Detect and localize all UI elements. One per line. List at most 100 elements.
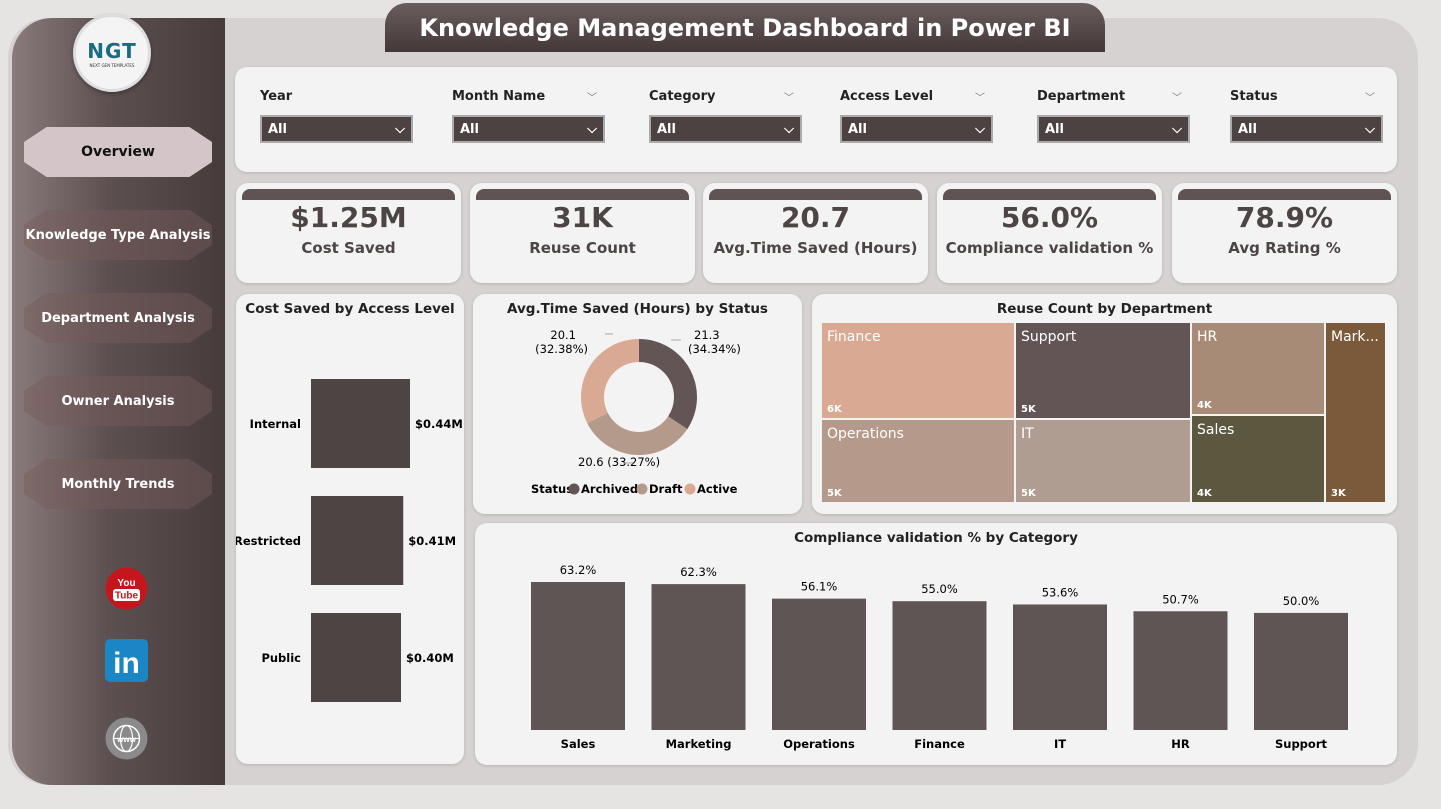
chevron-down-icon: ⌵ [784,121,794,137]
kpi-label: Reuse Count [529,239,636,257]
filter-value: All [1238,121,1257,137]
nav-overview[interactable]: Overview [24,127,212,177]
svg-text:in: in [113,647,140,680]
chevron-down-icon[interactable]: ﹀ [975,93,985,104]
data-label: 50.0% [1283,594,1320,608]
bar[interactable] [772,598,866,730]
category-label: Support [1275,737,1328,751]
kpi-card: 20.7 Avg.Time Saved (Hours) [703,183,928,283]
kpi-card: $1.25M Cost Saved [236,183,461,283]
data-label: 56.1% [801,580,838,594]
filter-status: Status ﹀ All ⌵ [1230,89,1383,143]
chevron-down-icon: ⌵ [975,121,985,137]
data-label: $0.40M [406,651,454,665]
chart-title: Cost Saved by Access Level [245,301,455,317]
tile-label: Sales [1197,422,1235,438]
kpi-card: 78.9% Avg Rating % [1172,183,1397,283]
kpi-value: 20.7 [780,201,851,234]
nav-monthly-trends[interactable]: Monthly Trends [24,459,212,509]
category-label: IT [1054,737,1066,751]
legend-item[interactable]: Draft [649,482,683,496]
donut-slice[interactable] [639,339,697,430]
treemap-tile-operations[interactable]: Operations 5K [822,420,1014,502]
bar[interactable] [311,496,404,585]
tile-label: Finance [827,329,881,345]
filter-dropdown[interactable]: All ⌵ [649,115,802,143]
chevron-down-icon: ⌵ [1365,121,1375,137]
tile-value: 5K [1021,488,1036,499]
legend-item[interactable]: Active [697,482,738,496]
category-label: Public [261,651,301,665]
donut-slice[interactable] [587,412,688,455]
bar[interactable] [1013,604,1107,730]
filter-dropdown[interactable]: All ⌵ [1037,115,1190,143]
filter-year: Year All ⌵ [260,89,413,143]
treemap-tile-finance[interactable]: Finance 6K [822,323,1014,418]
compliance-by-category-chart: Compliance validation % by Category 63.2… [475,523,1397,765]
kpi-card: 31K Reuse Count [470,183,695,283]
treemap-tile-it[interactable]: IT 5K [1016,420,1190,502]
linkedin-icon[interactable]: in [104,638,149,683]
nav-owner-analysis[interactable]: Owner Analysis [24,376,212,426]
svg-text:www: www [116,735,136,744]
treemap-tile-support[interactable]: Support 5K [1016,323,1190,418]
category-label: Restricted [236,534,301,548]
treemap-tile-sales[interactable]: Sales 4K [1192,416,1324,502]
kpi-label: Cost Saved [301,239,396,257]
bar[interactable] [531,582,625,730]
filter-dropdown[interactable]: All ⌵ [840,115,993,143]
kpi-header-bar [476,189,689,200]
nav-department-analysis[interactable]: Department Analysis [24,293,212,343]
kpi-header-bar [943,189,1156,200]
legend-title: Status [531,482,573,496]
tile-label: Mark... [1331,329,1379,345]
chevron-down-icon[interactable]: ﹀ [587,93,597,104]
filter-value: All [268,121,287,137]
filter-dropdown[interactable]: All ⌵ [260,115,413,143]
tile-label: HR [1197,329,1218,345]
kpi-value: 56.0% [1000,201,1099,234]
category-label: Marketing [666,737,732,751]
treemap-tile-marketing[interactable]: Mark... 3K [1326,323,1385,502]
bar[interactable] [311,613,401,702]
chart-title: Avg.Time Saved (Hours) by Status [507,301,768,317]
time-by-status-chart: Avg.Time Saved (Hours) by Status 21.3 (34… [473,294,802,514]
youtube-icon[interactable]: You Tube [104,566,149,611]
legend-item[interactable]: Archived [581,482,638,496]
filter-label: Year [260,89,293,104]
filter-label: Status [1230,89,1278,104]
kpi-header-bar [709,189,922,200]
nav-knowledge-type-analysis[interactable]: Knowledge Type Analysis [24,210,212,260]
page-title: Knowledge Management Dashboard in Power … [385,3,1105,52]
bar[interactable] [1133,611,1228,730]
chevron-down-icon[interactable]: ﹀ [784,93,794,104]
bar[interactable] [651,584,746,730]
filter-value: All [657,121,676,137]
bar[interactable] [892,601,987,730]
data-label: 55.0% [921,582,958,596]
donut-slice[interactable] [581,339,639,424]
kpi-value: $1.25M [290,201,407,234]
data-label: 20.1 (32.38%) [535,328,588,356]
filter-dropdown[interactable]: All ⌵ [452,115,605,143]
tile-value: 6K [827,404,842,415]
category-label: Internal [250,417,301,431]
filter-dropdown[interactable]: All ⌵ [1230,115,1383,143]
chevron-down-icon[interactable]: ﹀ [1172,93,1182,104]
filter-label: Category [649,89,716,104]
treemap-tile-hr[interactable]: HR 4K [1192,323,1324,414]
tile-label: Operations [827,426,904,442]
website-icon[interactable]: www [104,716,149,761]
kpi-card: 56.0% Compliance validation % [937,183,1162,283]
bar[interactable] [1254,612,1348,730]
kpi-label: Avg.Time Saved (Hours) [713,239,918,257]
svg-text:You: You [117,578,135,589]
chevron-down-icon[interactable]: ﹀ [1365,93,1375,104]
category-label: Finance [914,737,965,751]
bar[interactable] [311,379,410,468]
data-label: 53.6% [1042,585,1079,599]
filter-month-name: Month Name ﹀ All ⌵ [452,89,605,143]
kpi-value: 31K [552,201,613,234]
tile-label: IT [1021,426,1034,442]
data-label: 63.2% [560,563,597,577]
